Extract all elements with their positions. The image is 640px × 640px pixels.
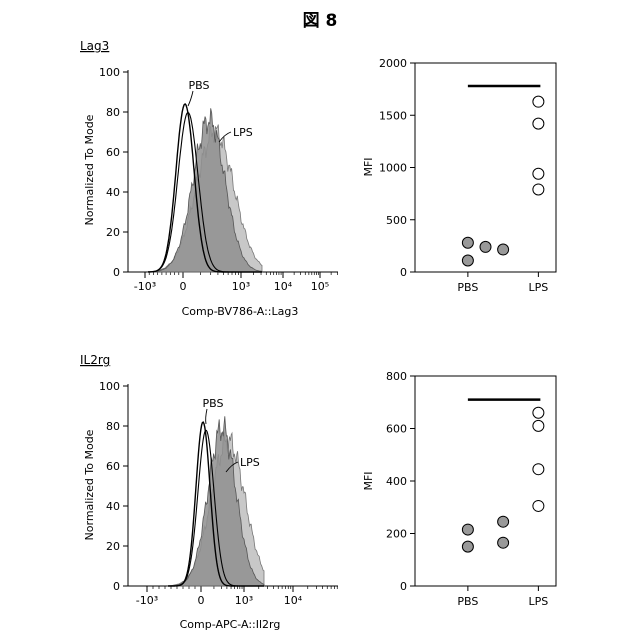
plot-frame: [415, 376, 556, 586]
y-tick-label: 0: [113, 580, 120, 593]
data-point-lps: [533, 118, 544, 129]
x-axis-label: Comp-BV786-A::Lag3: [182, 305, 299, 318]
y-tick-label: 0: [400, 266, 407, 279]
data-point-lps: [533, 168, 544, 179]
x-tick-label-pbs: PBS: [457, 595, 478, 608]
lag3-mfi-scatter-panel: MFI 0 500 1000 1500 2000 PBS LPS: [362, 57, 556, 294]
y-tick-label: 600: [386, 423, 407, 436]
x-tick-label-pbs: PBS: [457, 281, 478, 294]
y-tick-label: 40: [106, 500, 120, 513]
y-tick-label: 2000: [379, 57, 407, 70]
y-tick-label: 800: [386, 370, 407, 383]
data-point-pbs: [462, 541, 473, 552]
y-tick-label: 100: [99, 380, 120, 393]
data-point-lps: [533, 464, 544, 475]
x-tick-label: -10³: [134, 280, 156, 293]
annotation-lps: LPS: [240, 456, 260, 469]
y-tick-label: 20: [106, 540, 120, 553]
x-tick-label: 0: [198, 594, 205, 607]
y-tick-label: 60: [106, 146, 120, 159]
x-tick-label: 10³: [232, 280, 250, 293]
x-tick-label: 0: [180, 280, 187, 293]
data-point-pbs: [480, 241, 491, 252]
y-axis-label: MFI: [362, 157, 375, 176]
x-tick-label: 10⁵: [311, 280, 329, 293]
annotation-pbs-leader: [188, 91, 193, 106]
data-point-lps: [533, 420, 544, 431]
lag3-histogram-panel: Lag3 Normalized To Mode Comp-BV786-A::La…: [80, 39, 338, 318]
y-tick-label: 60: [106, 460, 120, 473]
data-point-pbs: [462, 255, 473, 266]
data-point-pbs: [498, 244, 509, 255]
data-point-lps: [533, 184, 544, 195]
annotation-lps-leader: [219, 132, 231, 142]
y-tick-label: 1000: [379, 162, 407, 175]
plot-frame: [415, 63, 556, 272]
y-tick-label: 80: [106, 420, 120, 433]
x-tick-label: 10⁴: [284, 594, 303, 607]
y-tick-label: 500: [386, 214, 407, 227]
y-tick-label: 20: [106, 226, 120, 239]
y-axis-label: MFI: [362, 471, 375, 490]
y-axis-label: Normalized To Mode: [83, 429, 96, 540]
data-point-pbs: [462, 524, 473, 535]
annotation-pbs-leader: [206, 409, 207, 424]
data-point-lps: [533, 407, 544, 418]
y-tick-label: 0: [113, 266, 120, 279]
x-tick-label: 10³: [235, 594, 253, 607]
y-axis-label: Normalized To Mode: [83, 114, 96, 225]
annotation-pbs: PBS: [203, 397, 224, 410]
il2rg-mfi-scatter-panel: MFI 0 200 400 600 800 PBS LPS: [362, 370, 556, 608]
il2rg-histogram-panel: IL2rg Normalized To Mode Comp-APC-A::Il2…: [80, 353, 338, 631]
y-tick-label: 100: [99, 66, 120, 79]
annotation-lps: LPS: [233, 126, 253, 139]
panel-label-il2rg: IL2rg: [80, 353, 110, 367]
data-point-pbs: [498, 516, 509, 527]
data-point-pbs: [498, 537, 509, 548]
panel-label-lag3: Lag3: [80, 39, 109, 53]
data-point-pbs: [462, 237, 473, 248]
y-tick-label: 1500: [379, 109, 407, 122]
x-tick-label: -10³: [136, 594, 158, 607]
x-tick-label-lps: LPS: [529, 595, 549, 608]
data-point-lps: [533, 96, 544, 107]
y-tick-label: 80: [106, 106, 120, 119]
x-axis-label: Comp-APC-A::Il2rg: [180, 618, 281, 631]
y-tick-label: 400: [386, 475, 407, 488]
y-tick-label: 40: [106, 186, 120, 199]
y-tick-label: 0: [400, 580, 407, 593]
annotation-pbs: PBS: [189, 79, 210, 92]
data-point-lps: [533, 500, 544, 511]
x-tick-label-lps: LPS: [529, 281, 549, 294]
x-tick-label: 10⁴: [274, 280, 293, 293]
figure-title: 図 8: [303, 11, 338, 31]
y-tick-label: 200: [386, 528, 407, 541]
